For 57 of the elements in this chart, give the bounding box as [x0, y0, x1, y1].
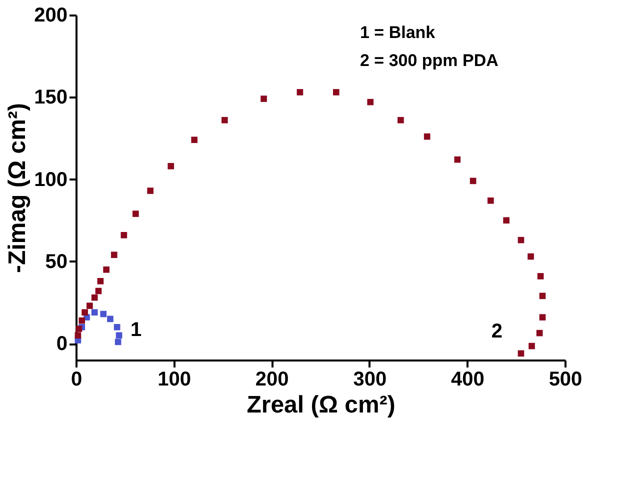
x-tick-label: 300	[353, 368, 387, 390]
point	[74, 332, 82, 339]
point	[91, 309, 98, 316]
x-tick-label: 400	[451, 368, 484, 390]
point	[454, 156, 461, 163]
point	[332, 89, 340, 96]
point	[221, 116, 228, 124]
annotation: 2 = 300 ppm PDA	[360, 51, 498, 70]
point	[100, 310, 107, 318]
point	[488, 197, 494, 204]
point	[86, 302, 93, 309]
point	[132, 210, 139, 217]
point	[114, 324, 120, 330]
point	[114, 338, 122, 346]
x-tick-label: 100	[158, 368, 191, 390]
point	[539, 292, 546, 300]
point	[539, 314, 546, 320]
y-tick-label: 150	[34, 86, 68, 109]
point	[537, 273, 544, 280]
y-axis-title: -Zimag (Ω cm²)	[4, 103, 32, 273]
annotation: 1	[130, 318, 142, 341]
point	[82, 309, 88, 316]
point	[536, 330, 543, 336]
y-tick-label: 0	[56, 333, 68, 356]
point	[398, 116, 404, 124]
point	[168, 162, 174, 170]
y-tick-label: 200	[34, 4, 68, 26]
point	[76, 326, 82, 332]
point	[147, 188, 154, 194]
annotation: 2	[491, 320, 503, 342]
point	[470, 178, 476, 184]
point	[191, 136, 198, 144]
point	[528, 253, 534, 260]
point	[296, 89, 304, 96]
point	[97, 278, 104, 284]
x-axis-title: Zreal (Ω cm²)	[246, 392, 396, 418]
point	[424, 133, 430, 140]
point	[107, 316, 114, 322]
point	[367, 98, 374, 106]
point	[518, 350, 524, 357]
point	[110, 252, 118, 258]
point	[518, 236, 524, 244]
point	[503, 217, 510, 224]
point	[103, 266, 110, 273]
point	[260, 96, 267, 102]
annotation: 1 = Blank	[360, 23, 436, 42]
x-tick-label: 500	[548, 368, 582, 390]
point	[116, 332, 122, 339]
point	[95, 288, 102, 294]
point	[120, 232, 128, 238]
x-tick-label: 0	[70, 368, 82, 390]
point	[528, 342, 535, 350]
point	[78, 317, 86, 324]
point	[91, 294, 98, 301]
y-tick-label: 100	[34, 168, 68, 191]
y-tick-label: 50	[45, 250, 68, 273]
x-tick-label: 200	[255, 368, 289, 390]
